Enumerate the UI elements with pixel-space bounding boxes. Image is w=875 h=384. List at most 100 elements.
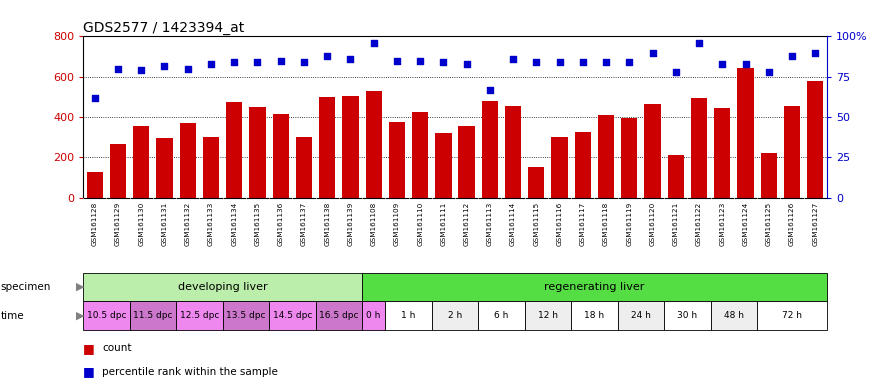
Point <box>367 40 381 46</box>
Text: GSM161109: GSM161109 <box>394 202 400 246</box>
Text: specimen: specimen <box>1 282 52 292</box>
Text: GSM161121: GSM161121 <box>673 202 679 246</box>
Bar <box>316 301 362 330</box>
Bar <box>272 114 289 198</box>
Text: 12 h: 12 h <box>538 311 558 320</box>
Bar <box>757 301 827 330</box>
Bar <box>551 137 568 198</box>
Text: GSM161131: GSM161131 <box>162 202 167 246</box>
Text: time: time <box>1 311 24 321</box>
Text: GSM161117: GSM161117 <box>580 202 586 246</box>
Text: GSM161128: GSM161128 <box>92 202 98 246</box>
Text: GSM161127: GSM161127 <box>812 202 818 246</box>
Text: 11.5 dpc: 11.5 dpc <box>133 311 172 320</box>
Bar <box>738 68 753 198</box>
Bar <box>412 112 428 198</box>
Bar <box>179 123 196 198</box>
Point <box>715 61 729 67</box>
Text: GSM161119: GSM161119 <box>626 202 633 246</box>
Text: GSM161125: GSM161125 <box>766 202 772 246</box>
Bar <box>807 81 823 198</box>
Bar <box>479 301 525 330</box>
Bar <box>528 167 544 198</box>
Bar <box>83 301 130 330</box>
Text: 10.5 dpc: 10.5 dpc <box>87 311 126 320</box>
Bar <box>525 301 571 330</box>
Bar <box>664 301 710 330</box>
Text: GSM161126: GSM161126 <box>789 202 795 246</box>
Text: 72 h: 72 h <box>782 311 802 320</box>
Bar <box>431 301 479 330</box>
Text: GSM161136: GSM161136 <box>277 202 284 246</box>
Bar <box>618 301 664 330</box>
Point <box>808 50 822 56</box>
Text: GSM161116: GSM161116 <box>556 202 563 246</box>
Text: 1 h: 1 h <box>402 311 416 320</box>
Bar <box>110 144 126 198</box>
Point <box>134 67 148 73</box>
Bar <box>691 98 707 198</box>
Point <box>529 59 543 65</box>
Text: ■: ■ <box>83 365 94 378</box>
Text: GSM161113: GSM161113 <box>487 202 493 246</box>
Bar <box>621 118 638 198</box>
Point <box>437 59 451 65</box>
Text: GSM161124: GSM161124 <box>743 202 748 246</box>
Point <box>413 58 427 64</box>
Bar <box>458 126 475 198</box>
Text: GSM161132: GSM161132 <box>185 202 191 246</box>
Text: developing liver: developing liver <box>178 282 268 292</box>
Point <box>250 59 264 65</box>
Bar <box>319 97 335 198</box>
Text: 12.5 dpc: 12.5 dpc <box>179 311 219 320</box>
Point <box>459 61 473 67</box>
Point <box>228 59 242 65</box>
Bar <box>270 301 316 330</box>
Text: 0 h: 0 h <box>367 311 381 320</box>
Point <box>692 40 706 46</box>
Bar <box>710 301 757 330</box>
Text: GSM161139: GSM161139 <box>347 202 354 246</box>
Bar <box>598 115 614 198</box>
Point <box>576 59 590 65</box>
Text: 30 h: 30 h <box>677 311 697 320</box>
Bar <box>575 132 591 198</box>
Bar <box>366 91 382 198</box>
Text: GSM161111: GSM161111 <box>440 202 446 246</box>
Point <box>553 59 567 65</box>
Text: GSM161108: GSM161108 <box>371 202 376 246</box>
Text: 6 h: 6 h <box>494 311 508 320</box>
Point <box>762 69 776 75</box>
Text: 16.5 dpc: 16.5 dpc <box>319 311 359 320</box>
Bar <box>385 301 431 330</box>
Bar <box>668 156 684 198</box>
Text: GDS2577 / 1423394_at: GDS2577 / 1423394_at <box>83 22 244 35</box>
Bar <box>388 122 405 198</box>
Text: regenerating liver: regenerating liver <box>544 282 645 292</box>
Point <box>506 56 520 62</box>
Point <box>622 59 636 65</box>
Text: GSM161114: GSM161114 <box>510 202 516 246</box>
Point <box>111 66 125 72</box>
Text: GSM161123: GSM161123 <box>719 202 725 246</box>
Point <box>88 95 102 101</box>
Point <box>274 58 288 64</box>
Point <box>390 58 404 64</box>
Text: GSM161138: GSM161138 <box>324 202 330 246</box>
Bar <box>571 301 618 330</box>
Text: GSM161112: GSM161112 <box>464 202 470 246</box>
Text: 14.5 dpc: 14.5 dpc <box>273 311 312 320</box>
Bar <box>176 301 222 330</box>
Text: GSM161137: GSM161137 <box>301 202 307 246</box>
Text: count: count <box>102 343 132 353</box>
Text: percentile rank within the sample: percentile rank within the sample <box>102 367 278 377</box>
Bar <box>203 137 219 198</box>
Bar <box>222 301 270 330</box>
Text: 13.5 dpc: 13.5 dpc <box>226 311 266 320</box>
Text: GSM161118: GSM161118 <box>603 202 609 246</box>
Text: 24 h: 24 h <box>631 311 651 320</box>
Text: GSM161134: GSM161134 <box>231 202 237 246</box>
Text: GSM161130: GSM161130 <box>138 202 144 246</box>
Text: GSM161129: GSM161129 <box>115 202 121 246</box>
Bar <box>482 101 498 198</box>
